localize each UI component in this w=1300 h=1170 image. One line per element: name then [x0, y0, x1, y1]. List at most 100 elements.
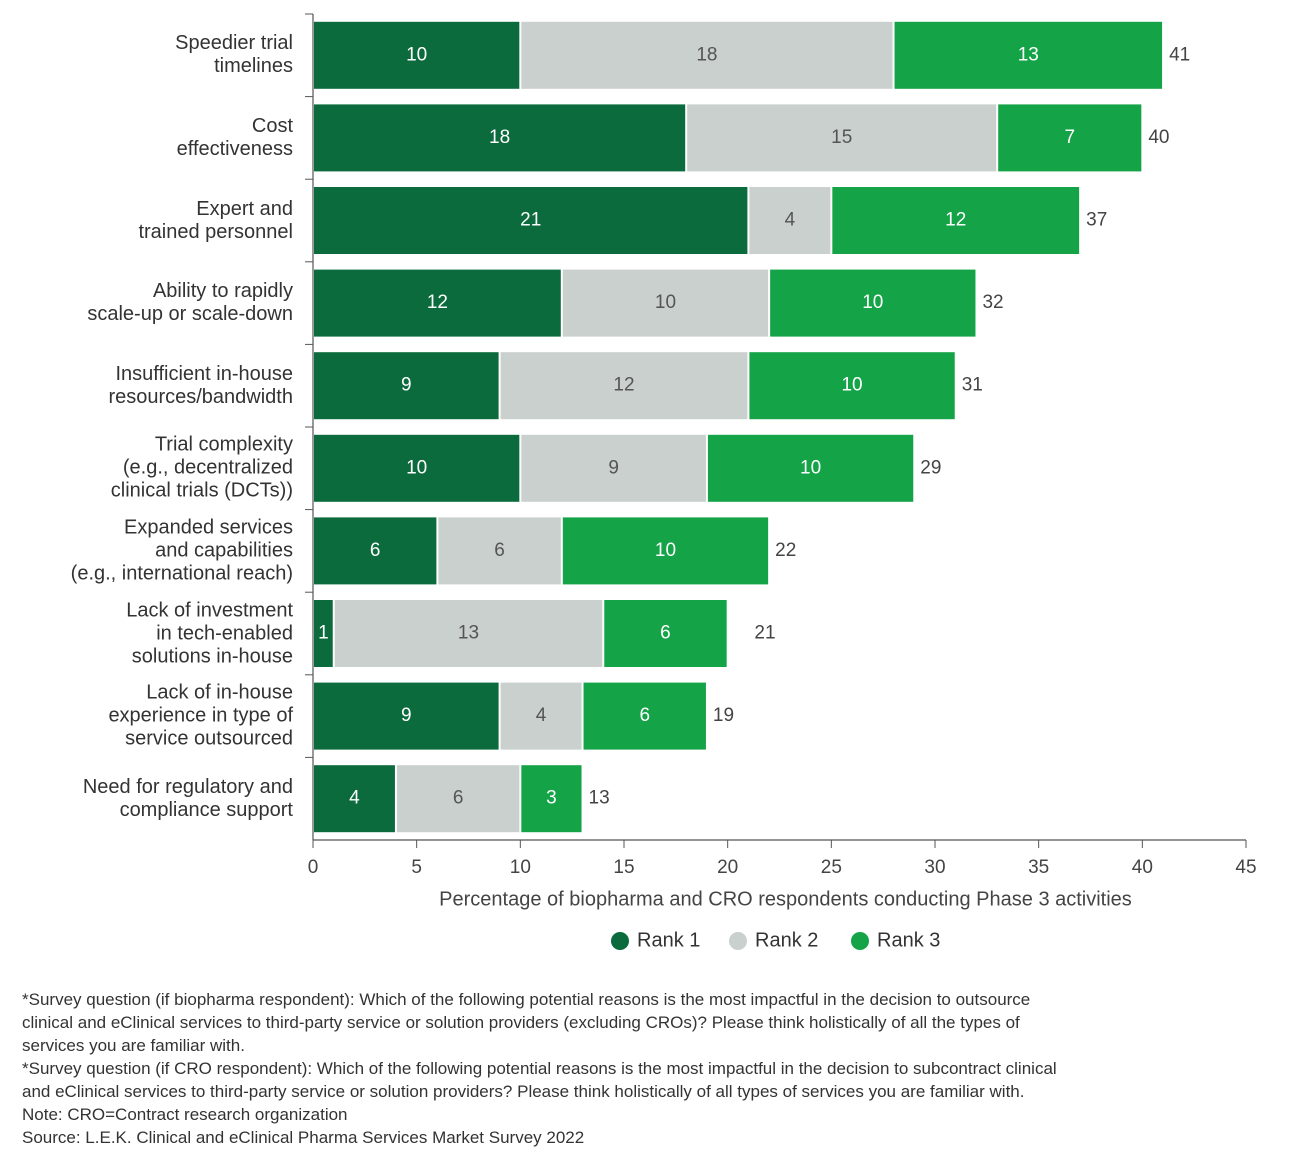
- value-label: 9: [401, 375, 412, 396]
- bar-segment: [334, 600, 603, 667]
- bar-segment: [770, 269, 976, 337]
- total-label: 32: [982, 292, 1003, 313]
- category-label: Lack of investment in tech-enabled solut…: [126, 599, 293, 667]
- x-tick-label: 20: [717, 857, 738, 878]
- legend-label: Rank 1: [637, 929, 700, 951]
- category-label: Expanded services and capabilities (e.g.…: [70, 516, 293, 585]
- value-label: 7: [1064, 127, 1075, 148]
- value-label: 10: [406, 457, 427, 478]
- note-line: clinical and eClinical services to third…: [22, 1013, 1020, 1032]
- x-tick-label: 35: [1028, 857, 1049, 878]
- bar-segment: [687, 104, 997, 172]
- bar-segment: [707, 434, 914, 502]
- bar-segment: [396, 765, 520, 833]
- total-label: 37: [1086, 210, 1107, 231]
- chart: 0 5 10 15 20 25 30 35 40 45 Percentage of biopharm…: [305, 13, 1257, 951]
- value-label: 9: [401, 705, 412, 726]
- x-tick-label: 10: [510, 857, 531, 878]
- note-line: *Survey question (if CRO respondent): Wh…: [22, 1059, 1057, 1078]
- value-label: 13: [1018, 44, 1039, 65]
- bar-segment: [314, 517, 437, 585]
- value-label: 6: [370, 540, 381, 561]
- total-label: 41: [1169, 44, 1190, 65]
- total-label: 31: [962, 375, 983, 396]
- value-label: 12: [613, 375, 634, 396]
- value-label: 12: [427, 292, 448, 313]
- value-label: 9: [608, 457, 619, 478]
- x-tick-label: 45: [1235, 857, 1256, 878]
- notes: *Survey question (if biopharma responden…: [22, 988, 1292, 1149]
- bar-segment: [314, 21, 520, 89]
- bar-segment: [314, 269, 561, 337]
- value-label: 12: [945, 210, 966, 231]
- bar-segment: [562, 517, 769, 585]
- x-tick-label: 0: [308, 857, 319, 878]
- value-label: 4: [349, 788, 360, 809]
- total-label: 13: [589, 788, 610, 809]
- note-line: Source: L.E.K. Clinical and eClinical Ph…: [22, 1128, 585, 1147]
- bar-segment: [749, 187, 831, 254]
- note-line: services you are familiar with.: [22, 1036, 245, 1055]
- legend-label: Rank 3: [877, 929, 940, 951]
- category-label: Trial complexity (e.g., decentralized cl…: [110, 433, 293, 502]
- bar-segment: [314, 352, 499, 420]
- bar-segment: [998, 104, 1142, 172]
- bar-segment: [521, 765, 582, 833]
- bar-segment: [438, 517, 561, 585]
- bar-segment: [521, 434, 706, 502]
- x-tick-label: 25: [821, 857, 842, 878]
- value-label: 13: [458, 623, 479, 644]
- bar-segment: [583, 682, 706, 750]
- value-label: 6: [494, 540, 505, 561]
- bar-segment: [521, 21, 893, 89]
- legend-marker: [851, 932, 869, 950]
- bar-segment: [562, 269, 769, 337]
- bar-segment: [500, 352, 748, 420]
- category-label: Ability to rapidly scale-up or scale-dow…: [87, 280, 293, 326]
- value-label: 10: [841, 375, 862, 396]
- legend-marker: [729, 932, 747, 950]
- value-label: 10: [800, 457, 821, 478]
- x-tick-label: 15: [613, 857, 634, 878]
- value-label: 18: [489, 127, 510, 148]
- value-label: 10: [406, 44, 427, 65]
- value-label: 3: [546, 788, 557, 809]
- category-label: Need for regulatory and compliance suppo…: [82, 775, 293, 821]
- value-label: 4: [536, 705, 547, 726]
- bar-segment: [314, 682, 499, 750]
- value-label: 10: [655, 540, 676, 561]
- bar-segment: [749, 352, 955, 420]
- value-label: 6: [660, 623, 671, 644]
- total-label: 40: [1148, 127, 1169, 148]
- value-label: 18: [696, 44, 717, 65]
- value-label: 4: [785, 210, 796, 231]
- total-label: 22: [775, 540, 796, 561]
- note-line: Note: CRO=Contract research organization: [22, 1105, 348, 1124]
- category-label: Cost effectiveness: [176, 114, 293, 160]
- value-label: 10: [862, 292, 883, 313]
- total-label: 21: [754, 623, 775, 644]
- total-label: 29: [920, 457, 941, 478]
- note-line: and eClinical services to third-party se…: [22, 1082, 1025, 1101]
- category-label: Insufficient in-house resources/bandwidt…: [108, 362, 293, 408]
- x-tick-label: 30: [924, 857, 945, 878]
- category-label: Lack of in-house experience in type of s…: [108, 681, 293, 750]
- x-axis-label: Percentage of biopharma and CRO responde…: [439, 888, 1132, 910]
- total-label: 19: [713, 705, 734, 726]
- value-label: 15: [831, 127, 852, 148]
- value-label: 6: [639, 705, 650, 726]
- bar-segment: [314, 187, 748, 254]
- bar-segment: [894, 21, 1163, 89]
- category-label: Expert and trained personnel: [138, 197, 293, 243]
- bar-segment: [314, 765, 395, 833]
- bar-segment: [604, 600, 727, 667]
- legend-label: Rank 2: [755, 929, 818, 951]
- category-label: Speedier trial timelines: [175, 32, 293, 78]
- legend-marker: [611, 932, 629, 950]
- bar-segment: [832, 187, 1080, 254]
- bar-segment: [314, 104, 686, 172]
- value-label: 21: [520, 210, 541, 231]
- value-label: 1: [318, 623, 329, 644]
- x-tick-label: 5: [411, 857, 422, 878]
